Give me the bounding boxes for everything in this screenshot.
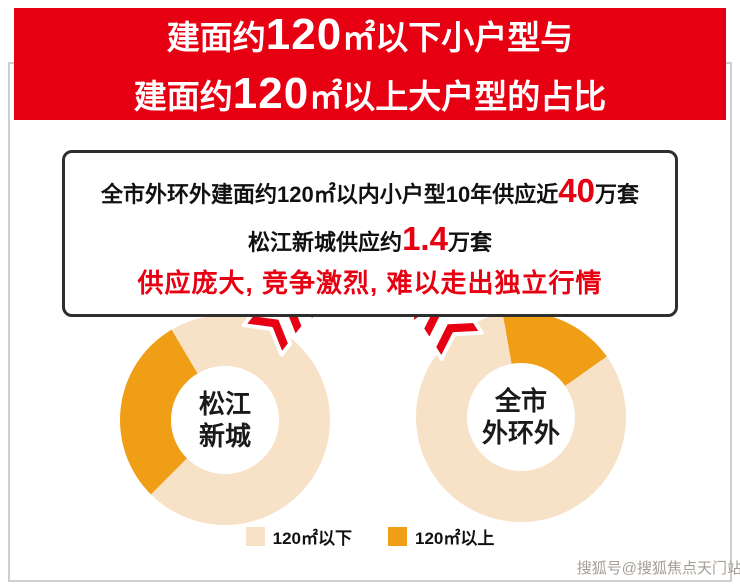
legend-swatch-under-120: [245, 527, 265, 546]
title-text: 建面约: [166, 18, 266, 56]
info-highlight-number: 40: [558, 172, 595, 209]
title-line-1: 建面约120㎡以下小户型与: [167, 5, 573, 64]
info-text: 全市外环外建面约120㎡以内小户型10年供应近: [101, 182, 559, 207]
supply-info-box: 全市外环外建面约120㎡以内小户型10年供应近40万套 松江新城供应约1.4万套…: [62, 150, 678, 318]
legend-item-over-120: 120㎡以上: [388, 524, 494, 549]
title-line-2: 建面约120㎡以上大户型的占比: [134, 64, 606, 123]
info-line-2: 松江新城供应约1.4万套: [71, 215, 669, 263]
watermark: 搜狐号@搜狐焦点天门站: [576, 560, 740, 577]
title-text: 以下小户型与: [375, 18, 574, 56]
info-line-1: 全市外环外建面约120㎡以内小户型10年供应近40万套: [71, 167, 669, 215]
title-unit: ㎡: [309, 78, 343, 115]
donut-label-line: 松江: [198, 388, 251, 419]
donut-label-line: 外环外: [481, 418, 560, 448]
info-text: 万套: [447, 229, 492, 255]
donut-label-citywide: 全市 外环外: [416, 312, 626, 522]
donut-hole: [467, 363, 575, 471]
title-text: 建面约: [133, 78, 233, 115]
donut-label-line: 新城: [198, 421, 251, 451]
legend-label: 120㎡以下: [272, 529, 352, 548]
donut-chart-songjiang: 松江 新城: [120, 315, 330, 525]
title-number: 120: [265, 9, 343, 59]
donut-hole: [171, 366, 279, 474]
donut-chart-citywide: 全市 外环外: [416, 312, 626, 522]
info-highlight-number: 1.4: [402, 219, 448, 257]
info-text: 松江新城供应约: [248, 229, 403, 255]
donut-label-line: 全市: [494, 385, 547, 416]
chart-legend: 120㎡以下 120㎡以上: [0, 524, 740, 549]
legend-item-under-120: 120㎡以下: [245, 524, 352, 549]
title-text: 以上大户型的占比: [342, 78, 607, 115]
title-banner: 建面约120㎡以下小户型与 建面约120㎡以上大户型的占比: [14, 8, 726, 120]
info-text: 万套: [594, 182, 639, 207]
info-warning-line: 供应庞大, 竞争激烈, 难以走出独立行情: [137, 267, 603, 298]
legend-swatch-over-120: [388, 527, 407, 546]
title-unit: ㎡: [342, 18, 376, 56]
donut-label-songjiang: 松江 新城: [120, 315, 330, 525]
content-frame: [8, 62, 732, 582]
legend-label: 120㎡以上: [415, 529, 495, 548]
title-number: 120: [232, 69, 310, 118]
